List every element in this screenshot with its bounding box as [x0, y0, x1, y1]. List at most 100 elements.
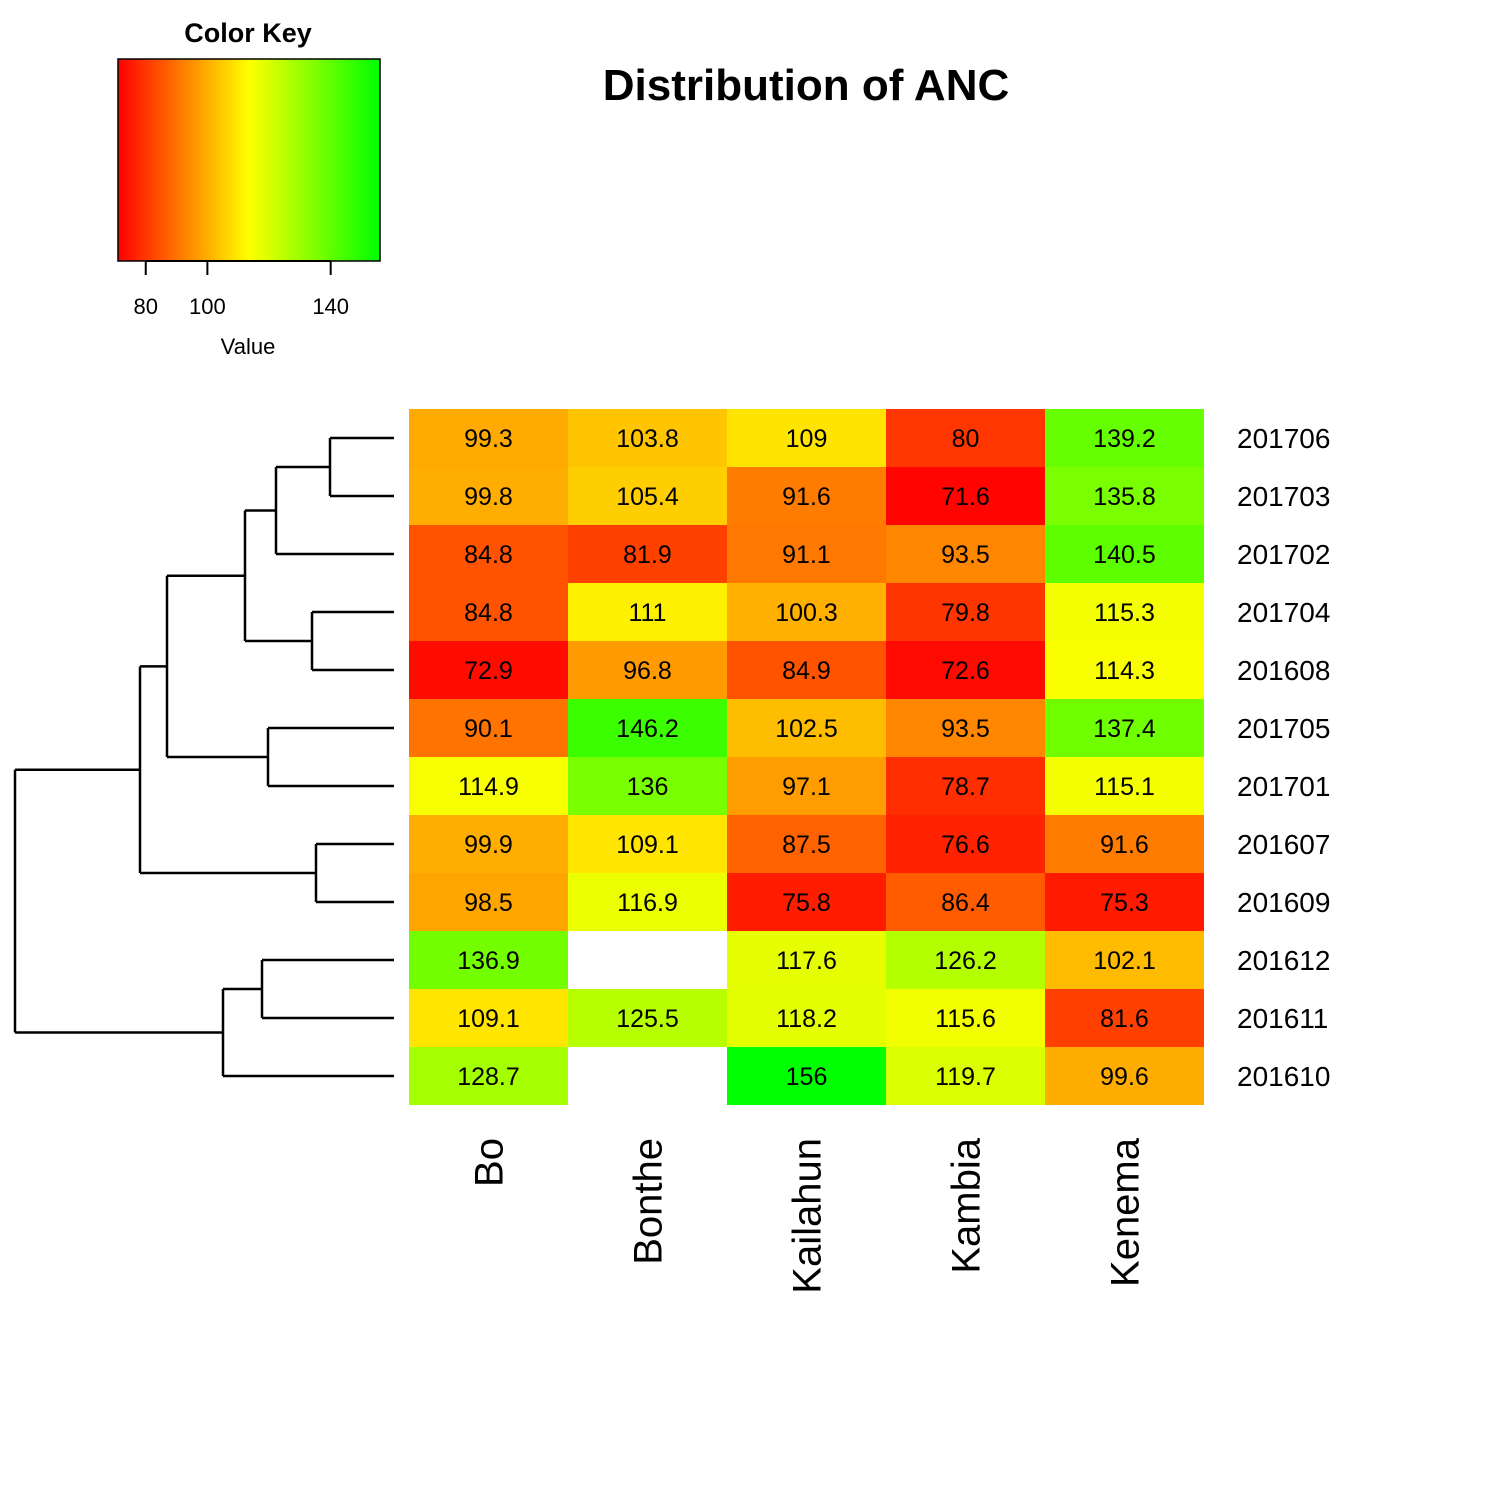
heatmap-cell: [727, 757, 886, 815]
cell-value-label: 128.7: [457, 1063, 520, 1091]
cell-value-label: 97.1: [782, 773, 831, 801]
heatmap-cell: [568, 1047, 727, 1105]
cell-value-label: 71.6: [941, 483, 990, 511]
heatmap-cells: 99.3 103.8 109 80 139.2 99.8 105.4 91.6 71.6 135.…: [409, 409, 1204, 1105]
cell-value-label: 118.2: [776, 1005, 837, 1033]
cell-value-label: 80: [952, 425, 980, 453]
cell-value-label: 75.8: [782, 889, 831, 917]
heatmap-cell: [886, 409, 1045, 467]
cell-value-label: 125.5: [616, 1005, 679, 1033]
color-key-tick-label: 140: [312, 294, 349, 319]
cell-value-label: 91.6: [782, 483, 831, 511]
heatmap-cell: [1045, 1047, 1204, 1105]
cell-value-label: 115.1: [1094, 773, 1155, 801]
color-key-gradient: [117, 58, 381, 262]
cell-value-label: 119.7: [935, 1063, 996, 1091]
row-label: 201701: [1237, 771, 1330, 802]
heatmap-cell: [886, 931, 1045, 989]
cell-value-label: 84.8: [464, 599, 513, 627]
color-key-title: Color Key: [184, 18, 312, 48]
cell-value-label: 91.6: [1100, 831, 1149, 859]
cell-value-label: 137.4: [1093, 715, 1156, 743]
heatmap-cell: [727, 931, 886, 989]
heatmap-cell: [568, 467, 727, 525]
cell-value-label: 78.7: [941, 773, 990, 801]
heatmap-cell: [568, 873, 727, 931]
cell-value-label: 93.5: [941, 541, 990, 569]
cell-value-label: 102.5: [775, 715, 838, 743]
heatmap-cell: [727, 583, 886, 641]
heatmap-cell: [1045, 815, 1204, 873]
heatmap-cell: [409, 409, 568, 467]
cell-value-label: 103.8: [616, 425, 679, 453]
row-label: 201702: [1237, 539, 1330, 570]
heatmap-cell: [1045, 873, 1204, 931]
heatmap-cell: [727, 409, 886, 467]
row-label: 201706: [1237, 423, 1330, 454]
heatmap-cell: [568, 583, 727, 641]
column-label: Kambia: [945, 1137, 989, 1273]
cell-value-label: 139.2: [1093, 425, 1156, 453]
heatmap-cell: [886, 467, 1045, 525]
heatmap-cell: [886, 525, 1045, 583]
heatmap-cell: [886, 699, 1045, 757]
cell-value-label: 115.3: [1094, 599, 1155, 627]
heatmap-cell: [409, 757, 568, 815]
cell-value-label: 79.8: [941, 599, 990, 627]
heatmap-cell: [727, 699, 886, 757]
row-label: 201607: [1237, 829, 1330, 860]
cell-value-label: 109.1: [616, 831, 679, 859]
row-label: 201705: [1237, 713, 1330, 744]
cell-value-label: 99.6: [1100, 1063, 1149, 1091]
heatmap-cell: [568, 815, 727, 873]
heatmap-cell: [727, 815, 886, 873]
heatmap-cell: [568, 699, 727, 757]
heatmap-cell: [409, 931, 568, 989]
heatmap-cell: [886, 873, 1045, 931]
row-label: 201608: [1237, 655, 1330, 686]
heatmap-cell: [1045, 583, 1204, 641]
cell-value-label: 90.1: [464, 715, 513, 743]
column-label: Bonthe: [627, 1138, 671, 1265]
cell-value-label: 99.8: [464, 483, 513, 511]
heatmap-cell: [409, 467, 568, 525]
color-key-xlabel: Value: [221, 334, 276, 359]
color-key-tick-label: 80: [133, 294, 157, 319]
cell-value-label: 140.5: [1093, 541, 1156, 569]
heatmap-cell: [886, 583, 1045, 641]
cell-value-label: 146.2: [616, 715, 679, 743]
heatmap-cell: [727, 989, 886, 1047]
heatmap-cell: [568, 989, 727, 1047]
cell-value-label: 99.9: [464, 831, 513, 859]
cell-value-label: 91.1: [782, 541, 831, 569]
heatmap-cell: [409, 873, 568, 931]
heatmap-cell: [727, 525, 886, 583]
row-label: 201610: [1237, 1061, 1330, 1092]
heatmap-cell: [1045, 757, 1204, 815]
heatmap-cell: [1045, 931, 1204, 989]
cell-value-label: 109: [786, 425, 828, 453]
cell-value-label: 93.5: [941, 715, 990, 743]
column-label: Kailahun: [786, 1138, 830, 1294]
heatmap-cell: [886, 1047, 1045, 1105]
column-label: Bo: [468, 1138, 512, 1187]
cell-value-label: 81.9: [623, 541, 672, 569]
cell-value-label: 81.6: [1100, 1005, 1149, 1033]
heatmap-cell: [1045, 525, 1204, 583]
heatmap-cell: [727, 641, 886, 699]
cell-value-label: 126.2: [934, 947, 997, 975]
cell-value-label: 86.4: [941, 889, 990, 917]
cell-value-label: 102.1: [1093, 947, 1156, 975]
heatmap-cell: [409, 583, 568, 641]
heatmap-cell: [886, 989, 1045, 1047]
row-label: 201611: [1237, 1003, 1328, 1034]
cell-value-label: 98.5: [464, 889, 513, 917]
heatmap-cell: [409, 815, 568, 873]
row-dendrogram: [13, 436, 394, 1078]
heatmap-cell: [568, 757, 727, 815]
cell-value-label: 116.9: [617, 889, 678, 917]
heatmap-cell: [886, 757, 1045, 815]
heatmap-cell: [727, 873, 886, 931]
heatmap-cell: [568, 525, 727, 583]
